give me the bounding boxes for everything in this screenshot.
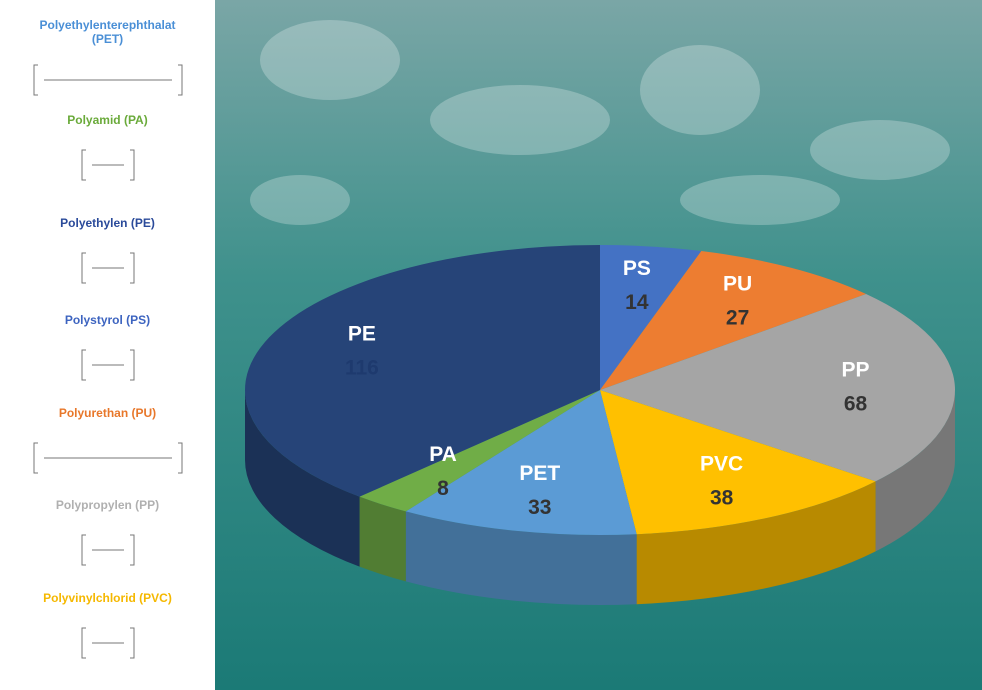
- slice-name: PA: [429, 443, 457, 466]
- legend: Polyethylenterephthalat (PET) Polyamid (P…: [33, 18, 183, 659]
- legend-label: Polyamid (PA): [67, 113, 148, 127]
- slice-side: [875, 390, 955, 552]
- slice-name: PP: [842, 358, 870, 381]
- slice: [359, 390, 600, 512]
- slice: [600, 390, 876, 535]
- slice-name: PVC: [700, 452, 743, 475]
- slice-name: PS: [623, 257, 651, 280]
- slice: [600, 294, 956, 482]
- legend-entry: Polystyrol (PS): [64, 313, 151, 327]
- structure-icon: [81, 349, 135, 381]
- pie-chart: PS 14 PU 27 PP 68 PVC 38 PET 33 PA 8 PE 116: [244, 245, 956, 606]
- bracket: [81, 149, 135, 181]
- bracket: [81, 534, 135, 566]
- structure-icon: [33, 64, 183, 96]
- slice-value: 14: [625, 291, 649, 314]
- bracket: [33, 442, 183, 474]
- plastic-debris: [250, 20, 950, 225]
- slice-value: 27: [726, 307, 749, 330]
- legend-label: Polypropylen (PP): [55, 498, 160, 512]
- legend-panel: [0, 0, 215, 690]
- legend-entry: Polypropylen (PP): [55, 498, 160, 512]
- legend-entry: Polyurethan (PU): [58, 406, 157, 420]
- bracket: [81, 252, 135, 284]
- bracket: [81, 627, 135, 659]
- slice-side: [636, 481, 876, 605]
- structure-icon: [33, 442, 183, 474]
- bracket: [33, 64, 183, 96]
- slice-name: PU: [723, 273, 752, 296]
- slice-value: 33: [528, 496, 551, 519]
- legend-entry: Polyethylenterephthalat (PET): [39, 18, 176, 46]
- structure-icon: [81, 149, 135, 181]
- slice: [600, 245, 702, 390]
- slice-value: 68: [844, 392, 868, 415]
- structure-icon: [81, 534, 135, 566]
- legend-label: Polyurethan (PU): [58, 406, 157, 420]
- slice: [600, 251, 867, 390]
- slice-name: PE: [348, 323, 376, 346]
- slice-name: PET: [519, 462, 560, 485]
- slice-side: [405, 511, 637, 606]
- slice-side: [359, 496, 406, 582]
- legend-label: Polyethylenterephthalat (PET): [39, 18, 176, 46]
- structure-icon: [81, 627, 135, 659]
- legend-entry: Polyamid (PA): [67, 113, 148, 127]
- legend-label: Polyethylen (PE): [60, 216, 155, 230]
- legend-entry: Polyethylen (PE): [60, 216, 155, 230]
- slice: [244, 245, 600, 497]
- legend-label: Polyvinylchlorid (PVC): [43, 591, 172, 605]
- slice-side: [245, 390, 360, 567]
- legend-entry: Polyvinylchlorid (PVC): [43, 591, 172, 605]
- slice-value: 38: [710, 486, 734, 509]
- slice-value: 116: [345, 357, 379, 380]
- slice: [405, 390, 637, 535]
- slice-value: 8: [437, 477, 449, 500]
- structure-icon: [81, 252, 135, 284]
- bracket: [81, 349, 135, 381]
- legend-label: Polystyrol (PS): [64, 313, 151, 327]
